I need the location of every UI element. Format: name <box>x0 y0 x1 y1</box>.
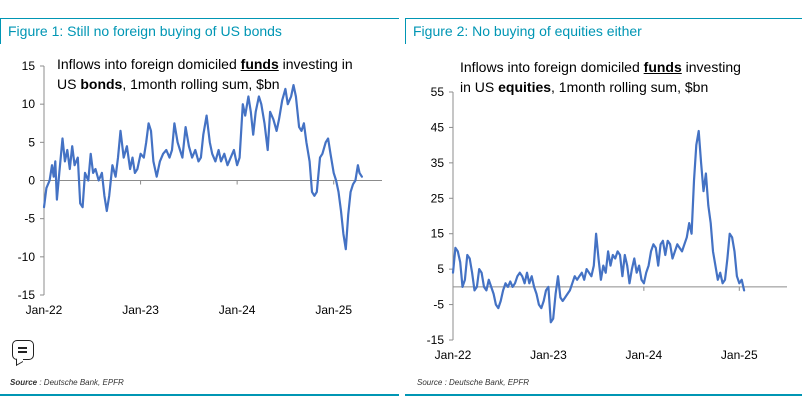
figure-1-y-tick-label: 10 <box>22 97 36 111</box>
figure-2-title: Figure 2: No buying of equities either <box>413 23 642 39</box>
figure-1-y-tick-label: -5 <box>24 212 35 226</box>
figure-1-x-tick-label: Jan-25 <box>315 303 352 317</box>
figure-2-y-tick-label: 15 <box>431 227 445 241</box>
figure-2-annotation-line-2: in US equities, 1month rolling sum, $bn <box>460 79 709 95</box>
figure-1-source: Source : Deutsche Bank, EPFR <box>10 378 124 387</box>
figure-2-y-tick-label: 5 <box>437 262 444 276</box>
figure-1-x-tick-label: Jan-24 <box>219 303 256 317</box>
figure-1-title: Figure 1: Still no foreign buying of US … <box>8 23 282 39</box>
figure-1-y-tick-label: -15 <box>18 288 36 302</box>
figure-1-title-bar: Figure 1: Still no foreign buying of US … <box>0 18 399 44</box>
figure-2-annotation-line-1: Inflows into foreign domiciled funds inv… <box>460 59 741 75</box>
figure-2-title-bar: Figure 2: No buying of equities either <box>405 18 802 44</box>
figure-2-series-line <box>451 129 746 324</box>
figure-1-panel: Figure 1: Still no foreign buying of US … <box>0 0 399 401</box>
figure-2-y-tick-label: 25 <box>431 191 445 205</box>
figure-2-y-tick-label: 55 <box>431 85 445 99</box>
figure-2-x-tick-label: Jan-25 <box>721 348 758 362</box>
figure-1-annotation-line-1: Inflows into foreign domiciled funds inv… <box>57 56 353 72</box>
chat-feedback-icon[interactable] <box>12 340 34 360</box>
figure-1-y-tick-label: -10 <box>18 250 36 264</box>
figure-2-x-tick-label: Jan-23 <box>530 348 567 362</box>
figure-2-x-tick-label: Jan-22 <box>435 348 472 362</box>
figure-1-series-line <box>42 84 363 251</box>
figure-2-y-tick-label: 45 <box>431 120 445 134</box>
figure-1-bottom-rule <box>0 394 399 396</box>
figure-1-annotation: Inflows into foreign domiciled funds inv… <box>57 54 353 94</box>
figure-2-y-tick-label: -5 <box>433 298 444 312</box>
figure-1-y-tick-label: 15 <box>22 59 36 73</box>
figure-2-annotation: Inflows into foreign domiciled funds inv… <box>460 57 741 97</box>
figure-2-bottom-rule <box>405 394 802 396</box>
figure-1-annotation-line-2: US bonds, 1month rolling sum, $bn <box>57 76 280 92</box>
figure-2-panel: Figure 2: No buying of equities either 5… <box>405 0 802 401</box>
figure-1-x-tick-label: Jan-23 <box>122 303 159 317</box>
figure-2-y-tick-label: 35 <box>431 156 445 170</box>
figure-1-y-tick-label: 5 <box>28 135 35 149</box>
figure-2-y-tick-label: -15 <box>427 333 445 347</box>
figure-2-source: Source : Deutsche Bank, EPFR <box>417 378 530 387</box>
figure-2-x-tick-label: Jan-24 <box>626 348 663 362</box>
figure-1-y-tick-label: 0 <box>28 174 35 188</box>
figure-1-x-tick-label: Jan-22 <box>26 303 63 317</box>
